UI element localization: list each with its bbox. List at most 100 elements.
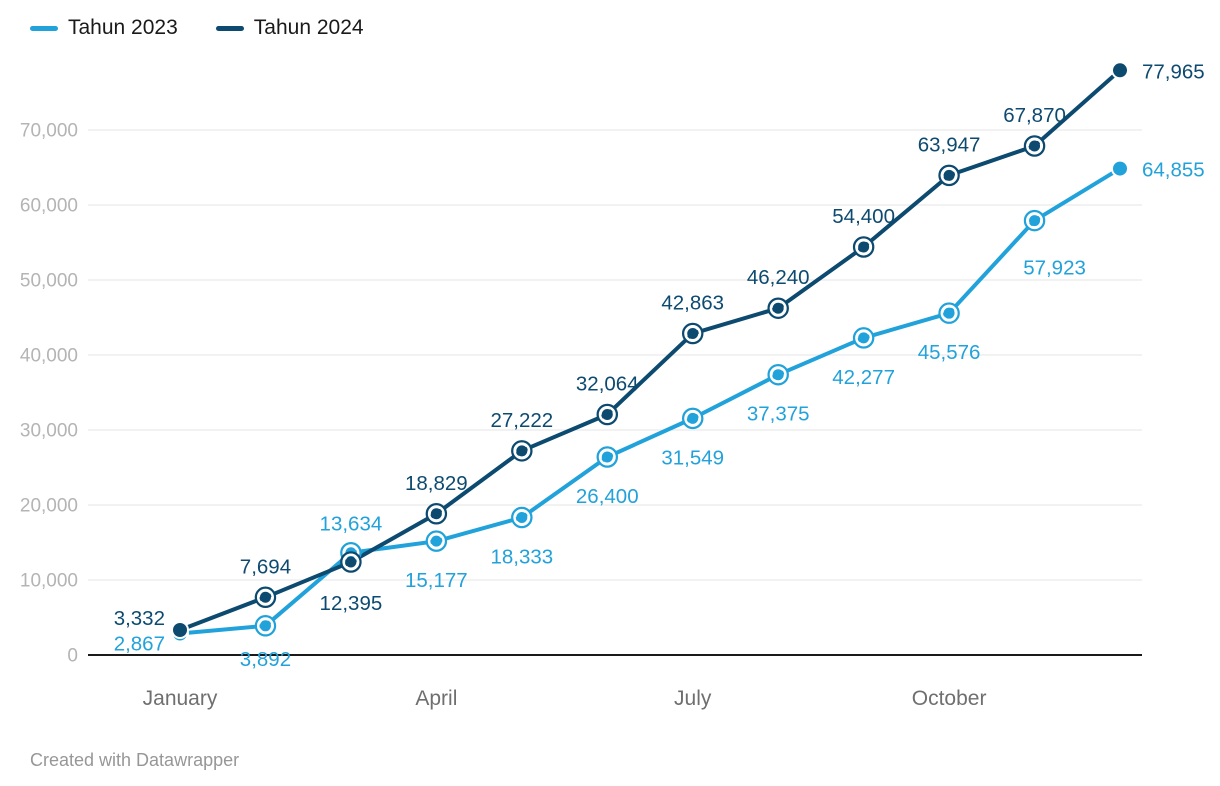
data-point-marker-halo — [427, 532, 445, 550]
data-point-label: 77,965 — [1142, 60, 1205, 83]
data-point-marker[interactable] — [772, 302, 784, 314]
data-point-marker-halo — [940, 166, 958, 184]
data-point-marker[interactable] — [1029, 215, 1041, 227]
data-point-marker-ring[interactable] — [938, 164, 960, 187]
y-tick-label: 70,000 — [20, 121, 78, 142]
data-point-label: 32,064 — [576, 373, 639, 396]
data-point-marker[interactable] — [858, 332, 870, 344]
legend-label: Tahun 2024 — [253, 16, 364, 39]
series-line-tahun-2023 — [178, 166, 1122, 636]
data-point-marker-halo — [1026, 137, 1044, 155]
data-point-marker[interactable] — [1111, 159, 1129, 178]
legend-swatch-icon — [215, 25, 244, 31]
data-point-marker-halo — [513, 509, 531, 527]
data-point-marker-ring[interactable] — [340, 551, 362, 573]
data-point-marker-ring[interactable] — [511, 506, 533, 529]
data-point-marker-ring[interactable] — [938, 302, 960, 324]
data-point-marker-halo — [769, 299, 787, 317]
data-point-marker-ring[interactable] — [767, 363, 789, 386]
data-point-marker-ring[interactable] — [425, 503, 448, 525]
legend-label: Tahun 2023 — [68, 16, 178, 39]
data-point-marker-ring[interactable] — [681, 407, 704, 430]
series-line-tahun-2024 — [178, 68, 1122, 633]
y-tick-label: 40,000 — [20, 346, 78, 367]
data-point-label: 18,829 — [405, 472, 468, 495]
data-point-label: 45,576 — [918, 341, 981, 364]
data-point-label: 64,855 — [1142, 159, 1205, 182]
data-point-marker[interactable] — [345, 556, 357, 568]
data-point-marker-ring[interactable] — [254, 586, 277, 609]
data-point-label: 42,277 — [832, 366, 895, 389]
data-point-label: 7,694 — [240, 555, 291, 578]
data-point-marker[interactable] — [858, 241, 870, 253]
data-point-marker-ring[interactable] — [511, 440, 533, 462]
data-point-marker-halo — [855, 329, 873, 347]
data-point-marker[interactable] — [259, 591, 271, 603]
data-point-label: 37,375 — [747, 403, 810, 426]
data-point-marker-halo — [427, 505, 445, 523]
y-tick-label: 10,000 — [20, 571, 78, 592]
y-tick-label: 30,000 — [20, 421, 78, 442]
data-point-marker[interactable] — [430, 508, 442, 520]
data-point-marker[interactable] — [430, 535, 442, 547]
x-tick-label: April — [415, 687, 457, 710]
data-point-label: 67,870 — [1003, 104, 1066, 127]
legend: Tahun 2023 Tahun 2024 — [30, 16, 364, 40]
data-point-marker-halo — [256, 617, 274, 635]
data-point-marker[interactable] — [943, 169, 955, 181]
data-point-marker-ring[interactable] — [596, 403, 619, 426]
data-point-marker-halo — [256, 588, 274, 606]
data-point-marker-ring[interactable] — [767, 297, 789, 319]
data-point-marker[interactable] — [687, 412, 699, 424]
data-point-label: 18,333 — [490, 546, 553, 569]
data-point-marker[interactable] — [772, 369, 784, 381]
data-point-marker[interactable] — [516, 445, 528, 457]
data-point-marker-ring[interactable] — [852, 236, 875, 258]
data-point-marker-halo — [598, 406, 616, 424]
data-point-label: 13,634 — [320, 513, 383, 536]
data-point-marker-ring[interactable] — [1023, 209, 1046, 232]
data-point-label: 42,863 — [661, 292, 724, 315]
data-point-label: 31,549 — [661, 446, 724, 469]
data-point-marker-halo — [855, 238, 873, 256]
data-point-marker-ring[interactable] — [681, 322, 704, 345]
data-point-label: 57,923 — [1023, 257, 1086, 280]
data-point-marker[interactable] — [1111, 61, 1129, 80]
y-tick-label: 0 — [67, 646, 78, 667]
data-point-marker[interactable] — [259, 620, 271, 632]
data-point-label: 15,177 — [405, 569, 468, 592]
data-point-marker-ring[interactable] — [596, 446, 619, 468]
x-tick-label: January — [143, 687, 218, 710]
data-point-marker-ring[interactable] — [254, 615, 277, 637]
data-point-label: 27,222 — [490, 409, 553, 432]
data-point-marker[interactable] — [1029, 140, 1041, 152]
x-tick-label: October — [912, 687, 987, 710]
data-point-marker-ring[interactable] — [1023, 135, 1046, 157]
data-point-marker-ring[interactable] — [852, 327, 875, 349]
data-point-label: 54,400 — [832, 205, 895, 228]
data-point-marker-halo — [513, 442, 531, 460]
y-tick-label: 50,000 — [20, 271, 78, 292]
data-point-label: 63,947 — [918, 133, 981, 156]
data-point-marker-halo — [684, 325, 702, 343]
attribution-text: Created with Datawrapper — [30, 750, 240, 770]
data-point-label: 3,892 — [240, 648, 291, 671]
legend-item-tahun-2024: Tahun 2024 — [215, 16, 364, 40]
data-point-marker-halo — [1026, 212, 1044, 230]
y-tick-label: 60,000 — [20, 196, 78, 217]
x-tick-label: July — [674, 687, 712, 710]
data-point-marker[interactable] — [171, 621, 189, 640]
data-point-marker[interactable] — [516, 512, 528, 524]
y-tick-label: 20,000 — [20, 496, 78, 517]
data-point-marker-ring[interactable] — [425, 530, 448, 552]
data-point-marker[interactable] — [601, 409, 613, 421]
legend-item-tahun-2023: Tahun 2023 — [30, 16, 178, 40]
data-point-label: 12,395 — [320, 592, 383, 615]
data-point-marker[interactable] — [687, 328, 699, 340]
data-point-marker[interactable] — [943, 307, 955, 319]
data-point-marker[interactable] — [601, 451, 613, 463]
data-point-label: 46,240 — [747, 266, 810, 289]
data-point-label: 2,867 — [114, 632, 165, 655]
